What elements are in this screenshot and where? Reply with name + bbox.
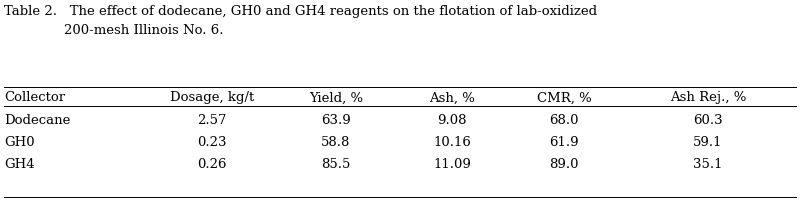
- Text: 61.9: 61.9: [549, 136, 579, 149]
- Text: Ash, %: Ash, %: [429, 91, 475, 104]
- Text: 11.09: 11.09: [433, 158, 471, 171]
- Text: Collector: Collector: [4, 91, 65, 104]
- Text: 9.08: 9.08: [438, 114, 466, 127]
- Text: 10.16: 10.16: [433, 136, 471, 149]
- Text: CMR, %: CMR, %: [537, 91, 591, 104]
- Text: 35.1: 35.1: [694, 158, 722, 171]
- Text: 2.57: 2.57: [198, 114, 226, 127]
- Text: 63.9: 63.9: [321, 114, 351, 127]
- Text: 0.26: 0.26: [198, 158, 226, 171]
- Text: Yield, %: Yield, %: [309, 91, 363, 104]
- Text: 68.0: 68.0: [550, 114, 578, 127]
- Text: 85.5: 85.5: [322, 158, 350, 171]
- Text: 58.8: 58.8: [322, 136, 350, 149]
- Text: GH0: GH0: [4, 136, 34, 149]
- Text: 60.3: 60.3: [693, 114, 723, 127]
- Text: 59.1: 59.1: [694, 136, 722, 149]
- Text: GH4: GH4: [4, 158, 34, 171]
- Text: 200-mesh Illinois No. 6.: 200-mesh Illinois No. 6.: [64, 24, 223, 37]
- Text: Table 2.   The effect of dodecane, GH0 and GH4 reagents on the flotation of lab-: Table 2. The effect of dodecane, GH0 and…: [4, 5, 597, 18]
- Text: 89.0: 89.0: [550, 158, 578, 171]
- Text: 0.23: 0.23: [198, 136, 226, 149]
- Text: Ash Rej., %: Ash Rej., %: [670, 91, 746, 104]
- Text: Dosage, kg/t: Dosage, kg/t: [170, 91, 254, 104]
- Text: Dodecane: Dodecane: [4, 114, 70, 127]
